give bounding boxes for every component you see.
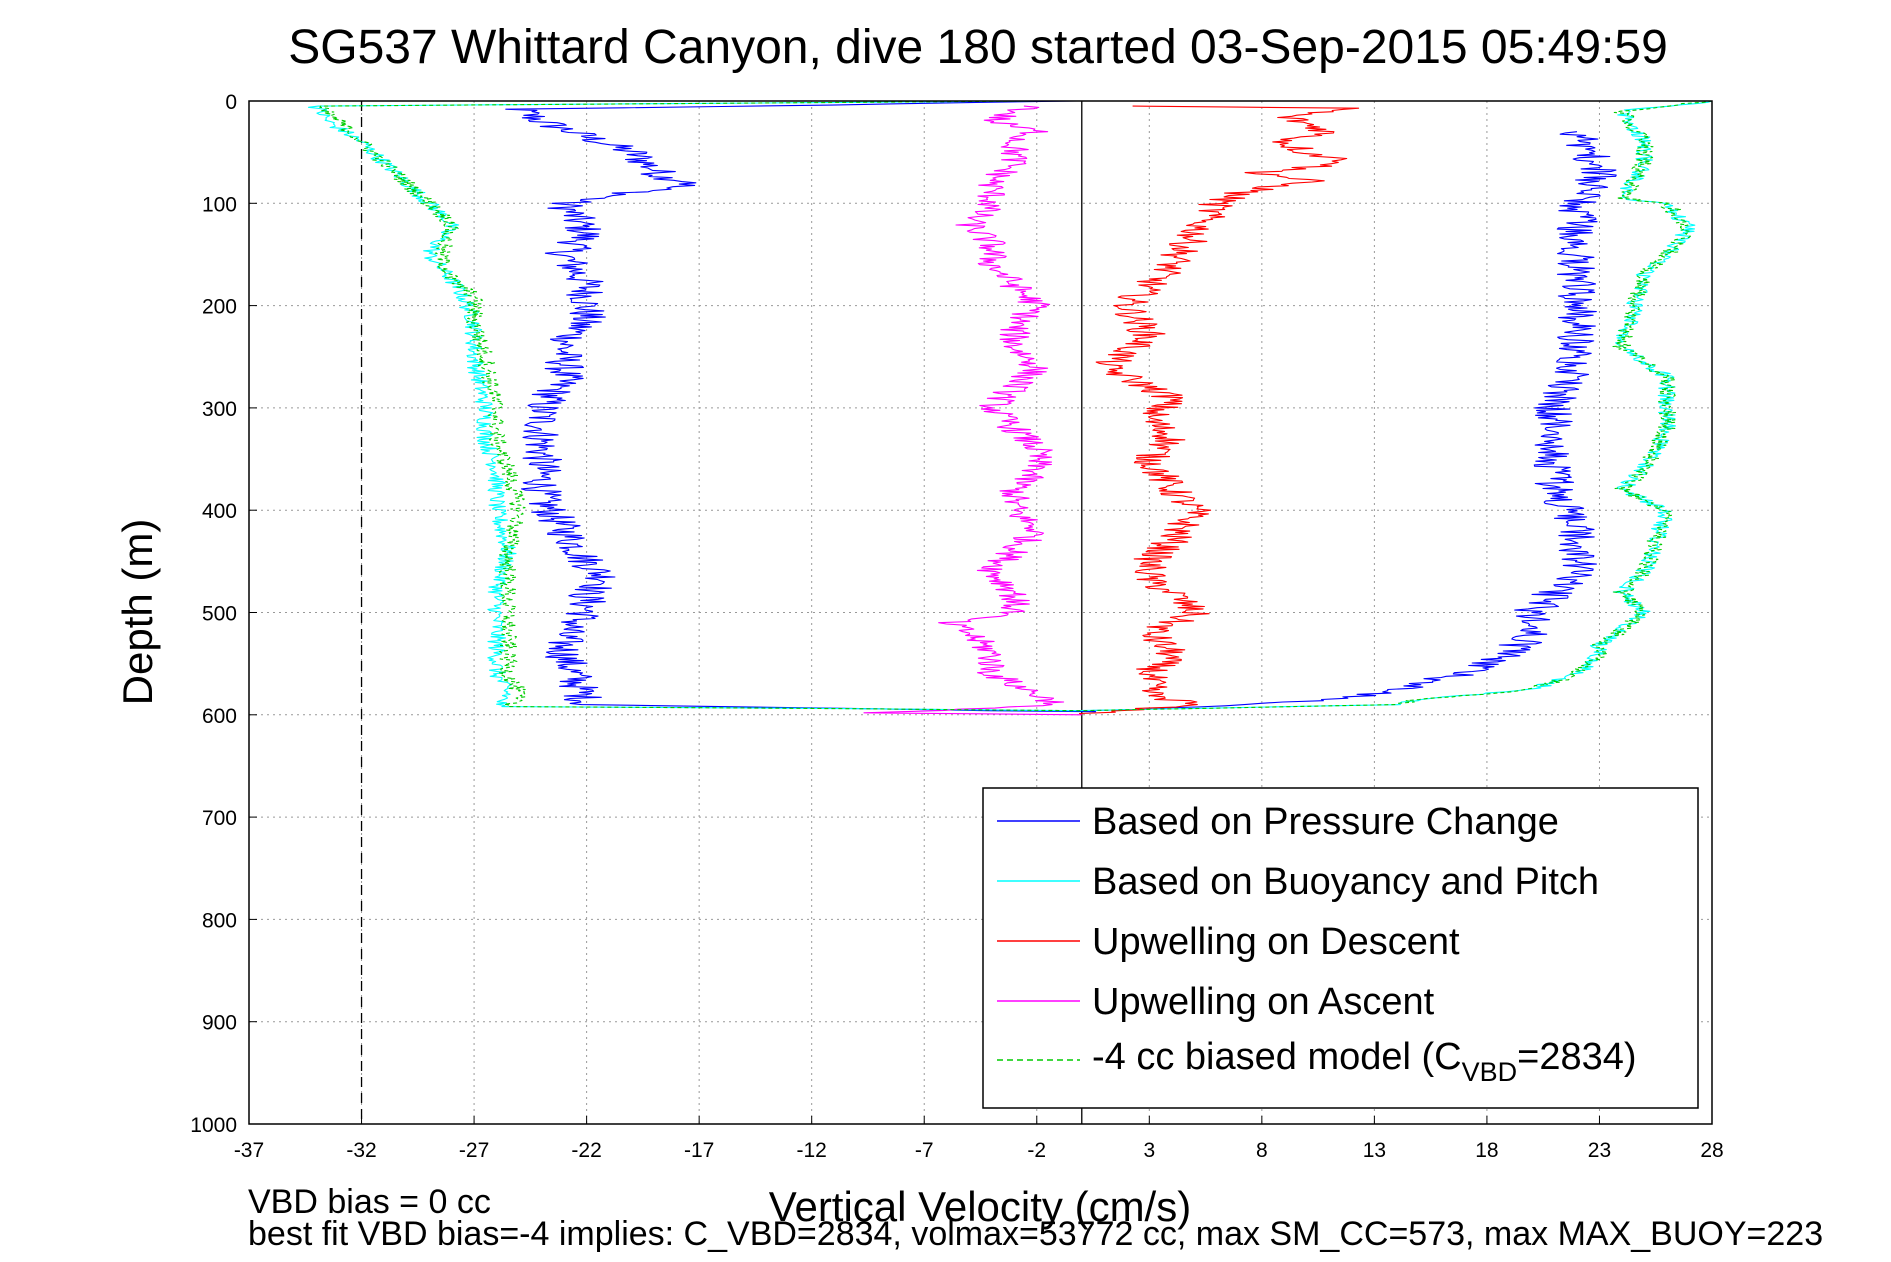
footer-line-1: VBD bias = 0 cc (248, 1183, 491, 1221)
chart-title: SG537 Whittard Canyon, dive 180 started … (288, 21, 1668, 74)
x-tick-label: -22 (571, 1139, 601, 1162)
y-tick-label: 300 (202, 398, 237, 421)
x-tick-label: 8 (1256, 1139, 1268, 1162)
x-tick-labels: -37 -32 -27 -22 -17 -12 -7 -2 3 8 13 18 23 28 (234, 1116, 1724, 1162)
y-tick-label: 1000 (190, 1114, 237, 1137)
x-tick-label: 28 (1700, 1139, 1723, 1162)
x-tick-label: -37 (234, 1139, 264, 1162)
x-tick-label: 18 (1475, 1139, 1498, 1162)
legend-label-descent: Upwelling on Descent (1092, 921, 1460, 963)
series-line (863, 105, 1082, 716)
y-tick-label: 200 (202, 296, 237, 319)
legend-label-subscript: VBD (1462, 1057, 1518, 1087)
y-tick-label: 100 (202, 193, 237, 216)
x-tick-label: -7 (915, 1139, 934, 1162)
y-tick-label: 900 (202, 1012, 237, 1035)
legend-label-pressure: Based on Pressure Change (1092, 801, 1559, 843)
series-line (1078, 105, 1360, 716)
y-tick-label: 500 (202, 603, 237, 626)
x-tick-label: 13 (1363, 1139, 1386, 1162)
legend-label-tail: =2834) (1517, 1036, 1636, 1078)
x-tick-label: -32 (346, 1139, 376, 1162)
y-tick-label: 700 (202, 807, 237, 830)
y-tick-labels: 0 100 200 300 400 500 600 700 800 900 1000 (190, 91, 257, 1137)
legend-label-buoyancy: Based on Buoyancy and Pitch (1092, 861, 1599, 903)
footer-line-2: best fit VBD bias=-4 implies: C_VBD=2834… (248, 1215, 1823, 1253)
series-line (307, 101, 1712, 712)
series-line (319, 101, 1712, 712)
legend-label-ascent: Upwelling on Ascent (1092, 981, 1435, 1023)
x-tick-label: -12 (797, 1139, 827, 1162)
reference-lines (360, 101, 1083, 1124)
legend-label-main: -4 cc biased model (C (1092, 1036, 1462, 1078)
x-tick-label: -17 (684, 1139, 714, 1162)
series-line (505, 101, 1617, 713)
y-tick-label: 0 (225, 91, 237, 114)
legend-box (982, 787, 1699, 1109)
y-tick-label: 600 (202, 705, 237, 728)
x-tick-label: 23 (1588, 1139, 1611, 1162)
y-tick-label: 800 (202, 909, 237, 932)
series-group (307, 101, 1712, 716)
x-axis-label: Vertical Velocity (cm/s) (769, 1183, 1191, 1230)
y-tick-label: 400 (202, 500, 237, 523)
x-tick-label: -2 (1027, 1139, 1046, 1162)
x-tick-label: -27 (459, 1139, 489, 1162)
legend-label-biased-model: -4 cc biased model (CVBD=2834) (1092, 1036, 1637, 1087)
x-tick-label: 3 (1143, 1139, 1155, 1162)
y-axis-label: Depth (m) (114, 519, 161, 706)
legend: Based on Pressure Change Based on Buoyan… (982, 787, 1699, 1109)
